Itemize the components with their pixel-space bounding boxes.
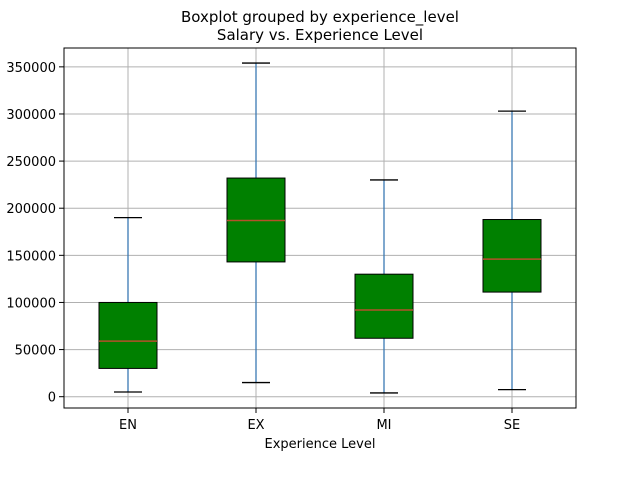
y-tick-label: 300000 <box>6 108 56 123</box>
y-tick-label: 150000 <box>6 249 56 264</box>
box-EN <box>98 216 158 393</box>
y-tick-label: 250000 <box>6 155 56 170</box>
tick-layer: 0 50000 100000 150000 200000 250000 300000 3500… <box>6 61 520 433</box>
iqr-box <box>354 273 414 339</box>
x-tick-label: EN <box>119 418 137 433</box>
axes-frame <box>63 47 577 409</box>
y-tick-label: 0 <box>48 391 56 406</box>
y-tick-label: 50000 <box>15 344 56 359</box>
x-tick-label: SE <box>504 418 520 433</box>
iqr-box <box>482 219 542 293</box>
box-SE <box>482 110 542 391</box>
chart-subtitle: Salary vs. Experience Level <box>217 26 423 44</box>
y-tick-label: 100000 <box>6 296 56 311</box>
box-MI <box>354 179 414 394</box>
box-EX <box>226 62 286 384</box>
y-tick-label: 200000 <box>6 202 56 217</box>
box-layer <box>98 62 542 394</box>
x-tick-label: EX <box>247 418 264 433</box>
y-tick-label: 350000 <box>6 61 56 76</box>
x-axis-label: Experience Level <box>265 437 376 452</box>
iqr-box <box>98 301 158 369</box>
x-tick-label: MI <box>376 418 391 433</box>
chart-title: Boxplot grouped by experience_level <box>181 8 459 27</box>
